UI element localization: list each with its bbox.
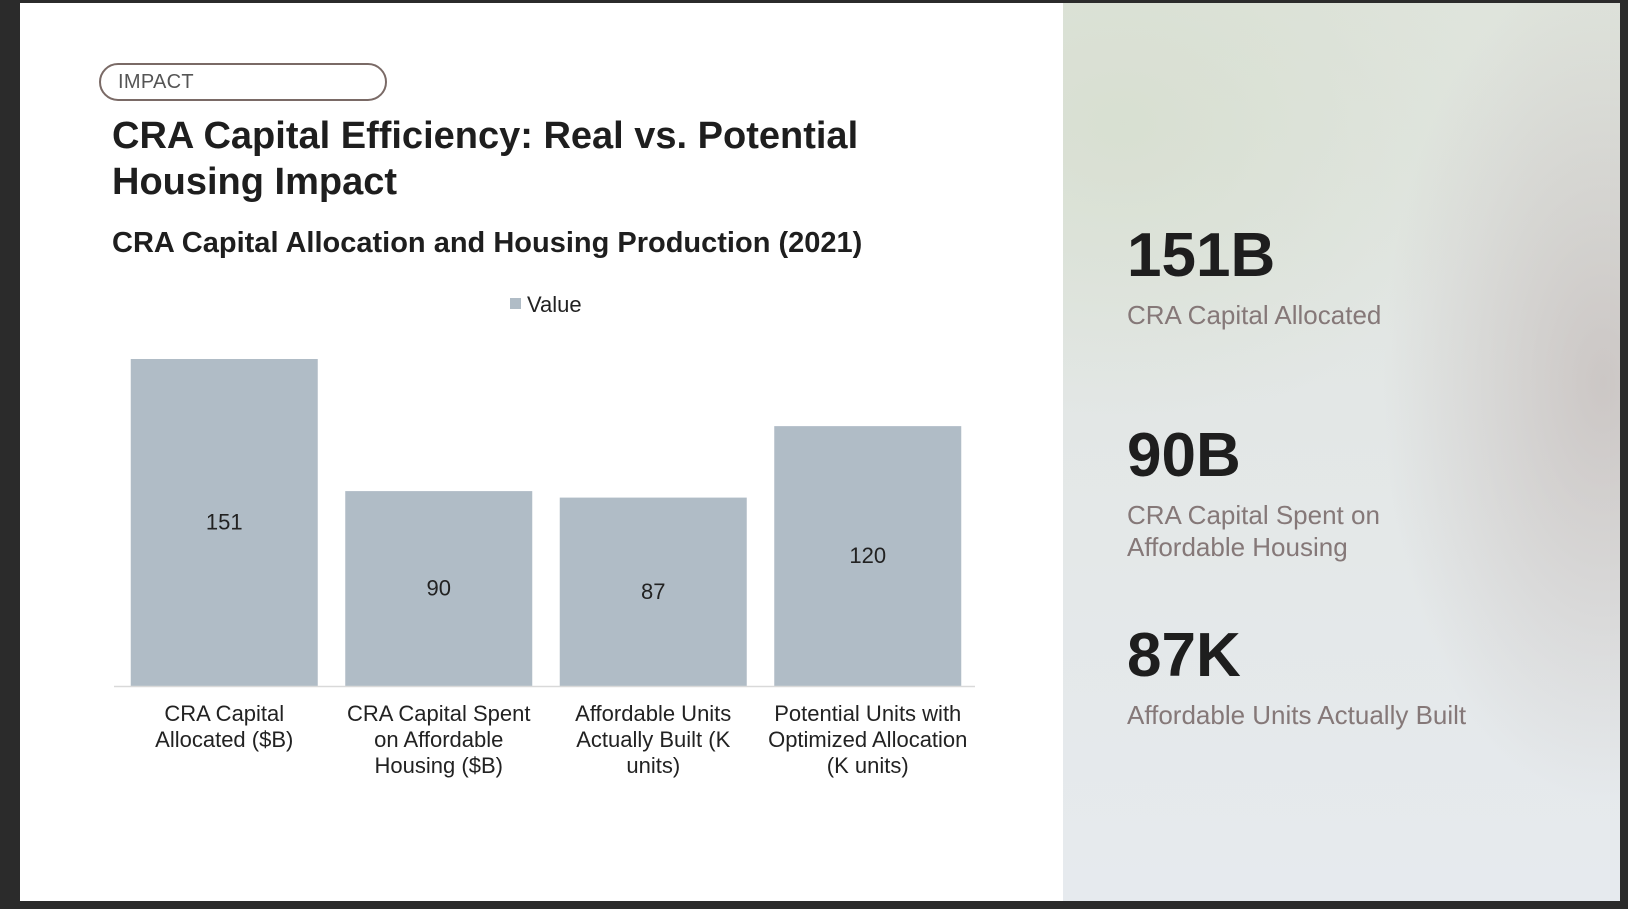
- chart-title: CRA Capital Allocation and Housing Produ…: [112, 227, 863, 259]
- bar: [559, 497, 747, 686]
- stat-capital-spent: 90B CRA Capital Spent on Affordable Hous…: [1127, 421, 1417, 563]
- data-label: 90: [427, 576, 451, 601]
- data-label: 151: [206, 510, 243, 535]
- category-label: Potential Units with Optimized Allocation…: [768, 701, 967, 778]
- bar-chart: Value 151 CRA Capital Allocated ($B) 90 CRA C…: [114, 292, 975, 778]
- stat-label: CRA Capital Spent on Affordable Housing: [1127, 500, 1380, 562]
- bar: [345, 491, 533, 686]
- stats-panel: [1063, 3, 1620, 901]
- slide-title: CRA Capital Efficiency: Real vs. Potenti…: [112, 115, 859, 203]
- data-label: 87: [641, 579, 665, 604]
- category-label: CRA Capital Spent on Affordable Housing ($…: [347, 701, 530, 778]
- slide: IMPACT CRA Capital Efficiency: Real vs. …: [20, 3, 1620, 901]
- category-label: Affordable Units Actually Built (K units): [575, 701, 731, 778]
- section-tag: IMPACT: [99, 63, 387, 101]
- bar: [130, 359, 318, 686]
- stat-value: 87K: [1127, 621, 1241, 690]
- stat-value: 151B: [1127, 221, 1276, 290]
- stat-value: 90B: [1127, 421, 1241, 490]
- data-label: 120: [849, 543, 886, 568]
- stat-capital-allocated: 151B CRA Capital Allocated: [1127, 221, 1527, 331]
- stat-units-built: 87K Affordable Units Actually Built: [1127, 621, 1527, 731]
- category-label: CRA Capital Allocated ($B): [155, 701, 293, 752]
- stat-label: CRA Capital Allocated: [1127, 300, 1382, 330]
- legend-label: Value: [527, 292, 582, 317]
- stat-label: Affordable Units Actually Built: [1127, 700, 1467, 730]
- legend-swatch: [510, 298, 521, 309]
- bar: [774, 426, 962, 686]
